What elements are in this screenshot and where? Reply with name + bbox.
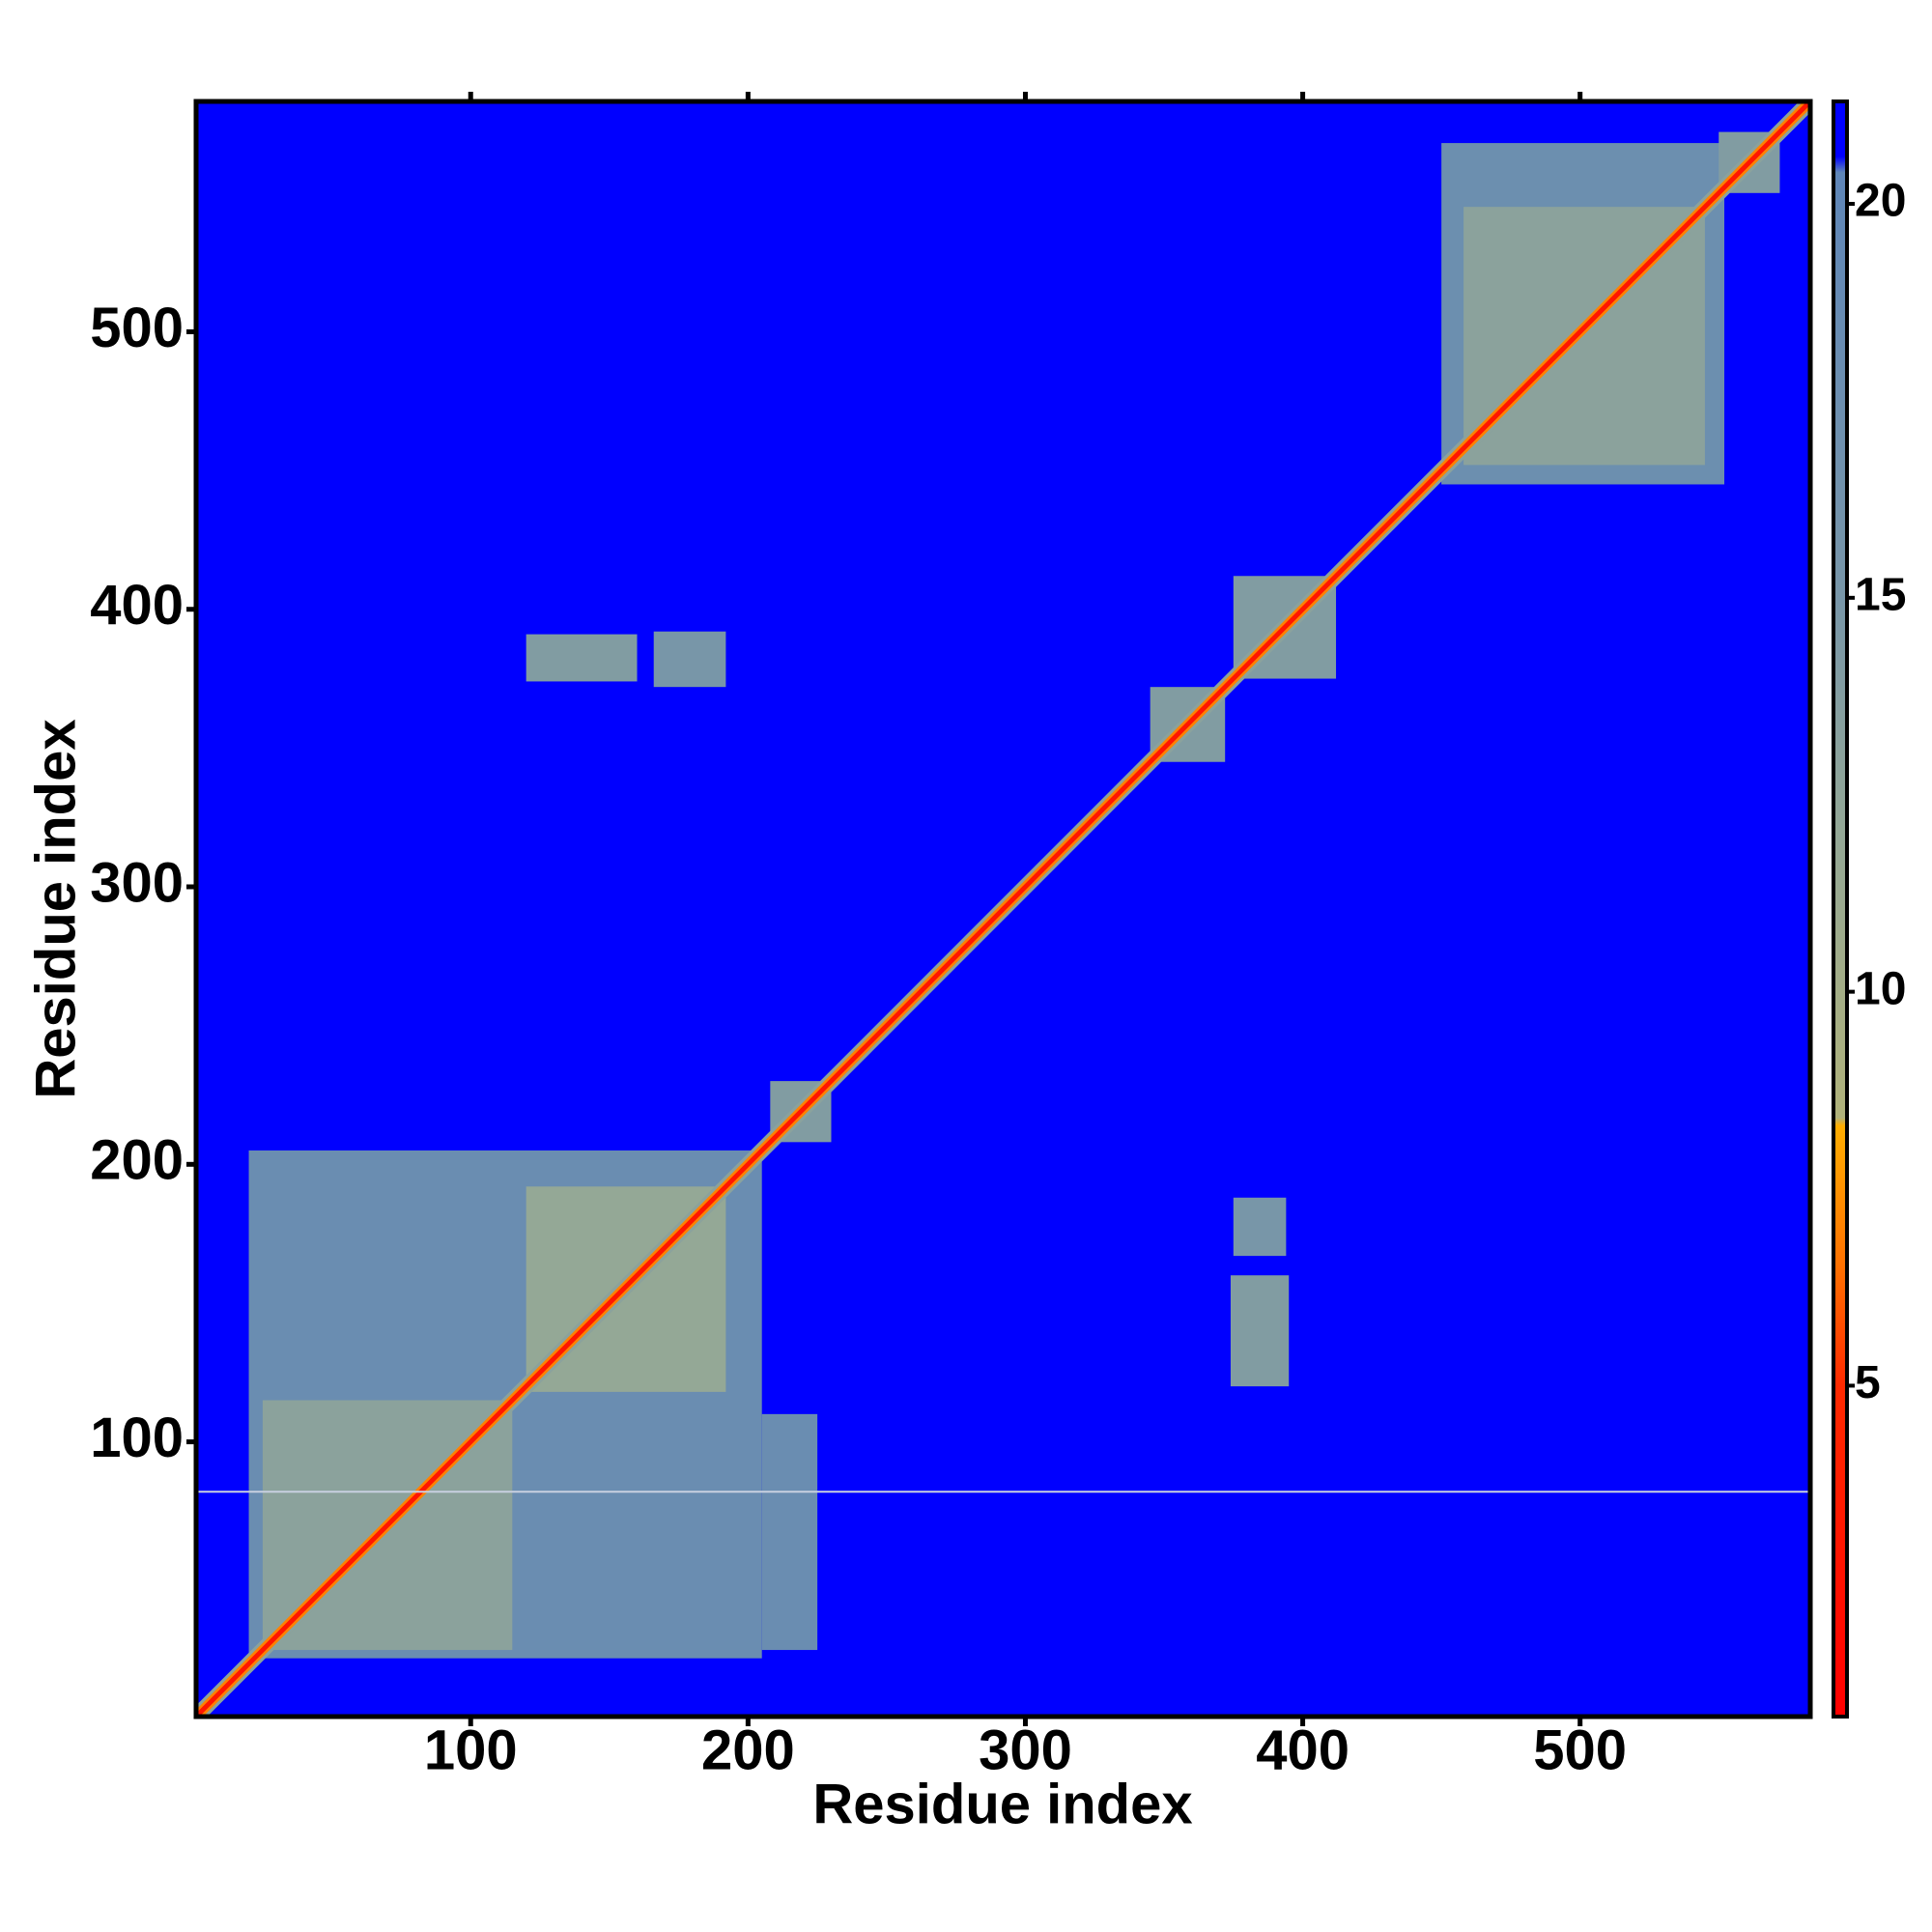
x-tick-label: 500: [1533, 1719, 1627, 1781]
x-tick-label: 200: [701, 1719, 795, 1781]
x-tick-label: 400: [1256, 1719, 1350, 1781]
plot-frame: [193, 99, 1813, 1719]
y-tick-label: 200: [90, 1129, 184, 1192]
colorbar-tick-label: 10: [1855, 963, 1906, 1014]
y-tick-label: 300: [90, 851, 184, 914]
y-tick-label: 400: [90, 574, 184, 637]
plot-area: [196, 101, 1810, 1717]
y-tick-label: 500: [90, 297, 184, 359]
heatmap-cell: [653, 631, 726, 688]
colorbar: [1832, 99, 1849, 1719]
colorbar-tick-label: 20: [1855, 176, 1906, 227]
x-tick-label: 300: [979, 1719, 1072, 1781]
x-axis-title: Residue index: [812, 1773, 1192, 1835]
diagonal-band: [196, 101, 1810, 1717]
heatmap-cell: [761, 1413, 818, 1651]
y-tick-label: 100: [90, 1406, 184, 1469]
axes: 100 200 300 400 500 100 200 300 400 500 5 10 15 20: [90, 92, 1906, 1781]
colorbar-tick-label: 15: [1855, 570, 1906, 621]
colorbar-tick-label: 5: [1855, 1357, 1881, 1408]
heatmap-cell: [1230, 1275, 1290, 1387]
y-axis-title: Residue index: [24, 719, 87, 1098]
heatmap-cell: [1233, 1197, 1287, 1257]
heatmap-cell: [526, 634, 638, 682]
x-tick-label: 100: [424, 1719, 518, 1781]
